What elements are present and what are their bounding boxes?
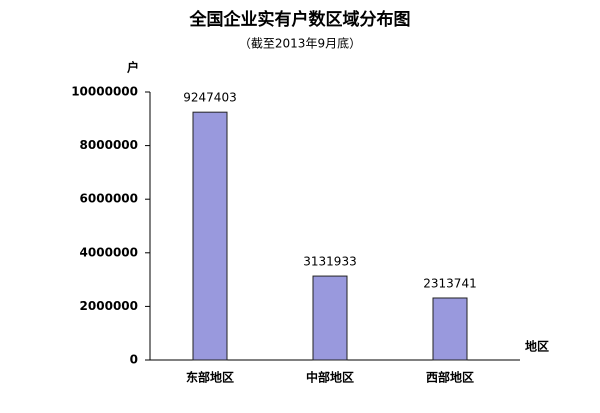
value-label: 9247403 bbox=[183, 91, 236, 105]
y-tick-label: 0 bbox=[130, 353, 138, 367]
y-tick-label: 4000000 bbox=[80, 245, 138, 259]
y-tick-label: 2000000 bbox=[80, 299, 138, 313]
bar bbox=[312, 275, 348, 361]
value-label: 2313741 bbox=[423, 276, 476, 290]
chart-subtitle: （截至2013年9月底） bbox=[239, 36, 361, 51]
x-tick-label: 西部地区 bbox=[426, 370, 474, 385]
y-tick-label: 10000000 bbox=[71, 85, 138, 99]
x-axis-label: 地区 bbox=[525, 339, 549, 354]
chart-title: 全国企业实有户数区域分布图 bbox=[189, 9, 411, 30]
y-tick-label: 6000000 bbox=[80, 192, 138, 206]
y-tick-label: 8000000 bbox=[80, 138, 138, 152]
x-tick-label: 东部地区 bbox=[186, 370, 234, 385]
y-axis-label: 户 bbox=[127, 60, 139, 75]
bar bbox=[192, 111, 228, 361]
value-label: 3131933 bbox=[303, 255, 356, 269]
bar bbox=[432, 297, 468, 361]
x-tick-label: 中部地区 bbox=[306, 370, 354, 385]
